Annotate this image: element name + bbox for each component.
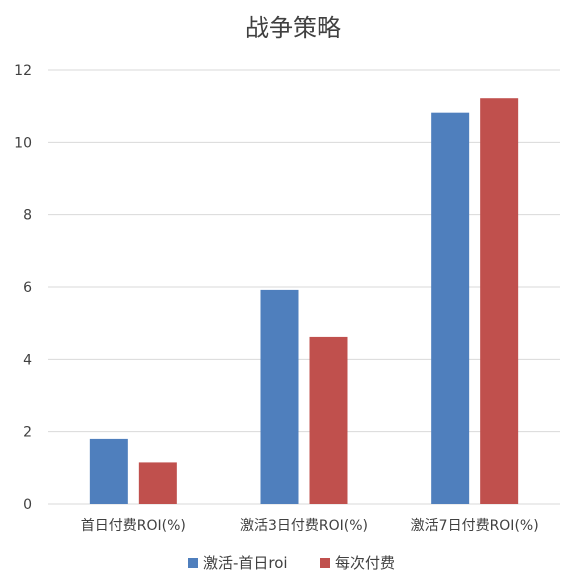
bar-1-3 xyxy=(431,112,470,504)
bar-1-1 xyxy=(89,438,128,504)
legend-label-1: 激活-首日roi xyxy=(203,554,288,572)
bars xyxy=(89,98,519,505)
y-tick-label: 2 xyxy=(23,425,32,441)
x-category-label: 首日付费ROI(%) xyxy=(81,518,186,534)
legend: 激活-首日roi 每次付费 xyxy=(188,554,395,572)
x-axis-categories: 首日付费ROI(%) 激活3日付费ROI(%) 激活7日付费ROI(%) xyxy=(81,517,539,534)
legend-swatch-2 xyxy=(320,558,330,568)
bar-2-1 xyxy=(138,462,177,504)
bar-1-2 xyxy=(260,289,299,504)
legend-label-2: 每次付费 xyxy=(335,554,395,572)
y-tick-label: 4 xyxy=(23,352,32,368)
y-tick-label: 8 xyxy=(23,208,32,224)
chart-title: 战争策略 xyxy=(245,14,341,42)
y-tick-label: 0 xyxy=(23,497,32,513)
y-tick-label: 10 xyxy=(14,135,32,151)
legend-swatch-1 xyxy=(188,558,198,568)
x-category-label: 激活3日付费ROI(%) xyxy=(240,517,368,534)
y-tick-label: 6 xyxy=(23,280,32,296)
x-category-label: 激活7日付费ROI(%) xyxy=(411,517,539,534)
y-tick-label: 12 xyxy=(14,63,32,79)
gridlines xyxy=(48,69,560,505)
bar-2-3 xyxy=(480,98,519,505)
y-axis-ticks: 0 2 4 6 8 10 12 xyxy=(14,63,32,513)
bar-2-2 xyxy=(309,336,348,504)
